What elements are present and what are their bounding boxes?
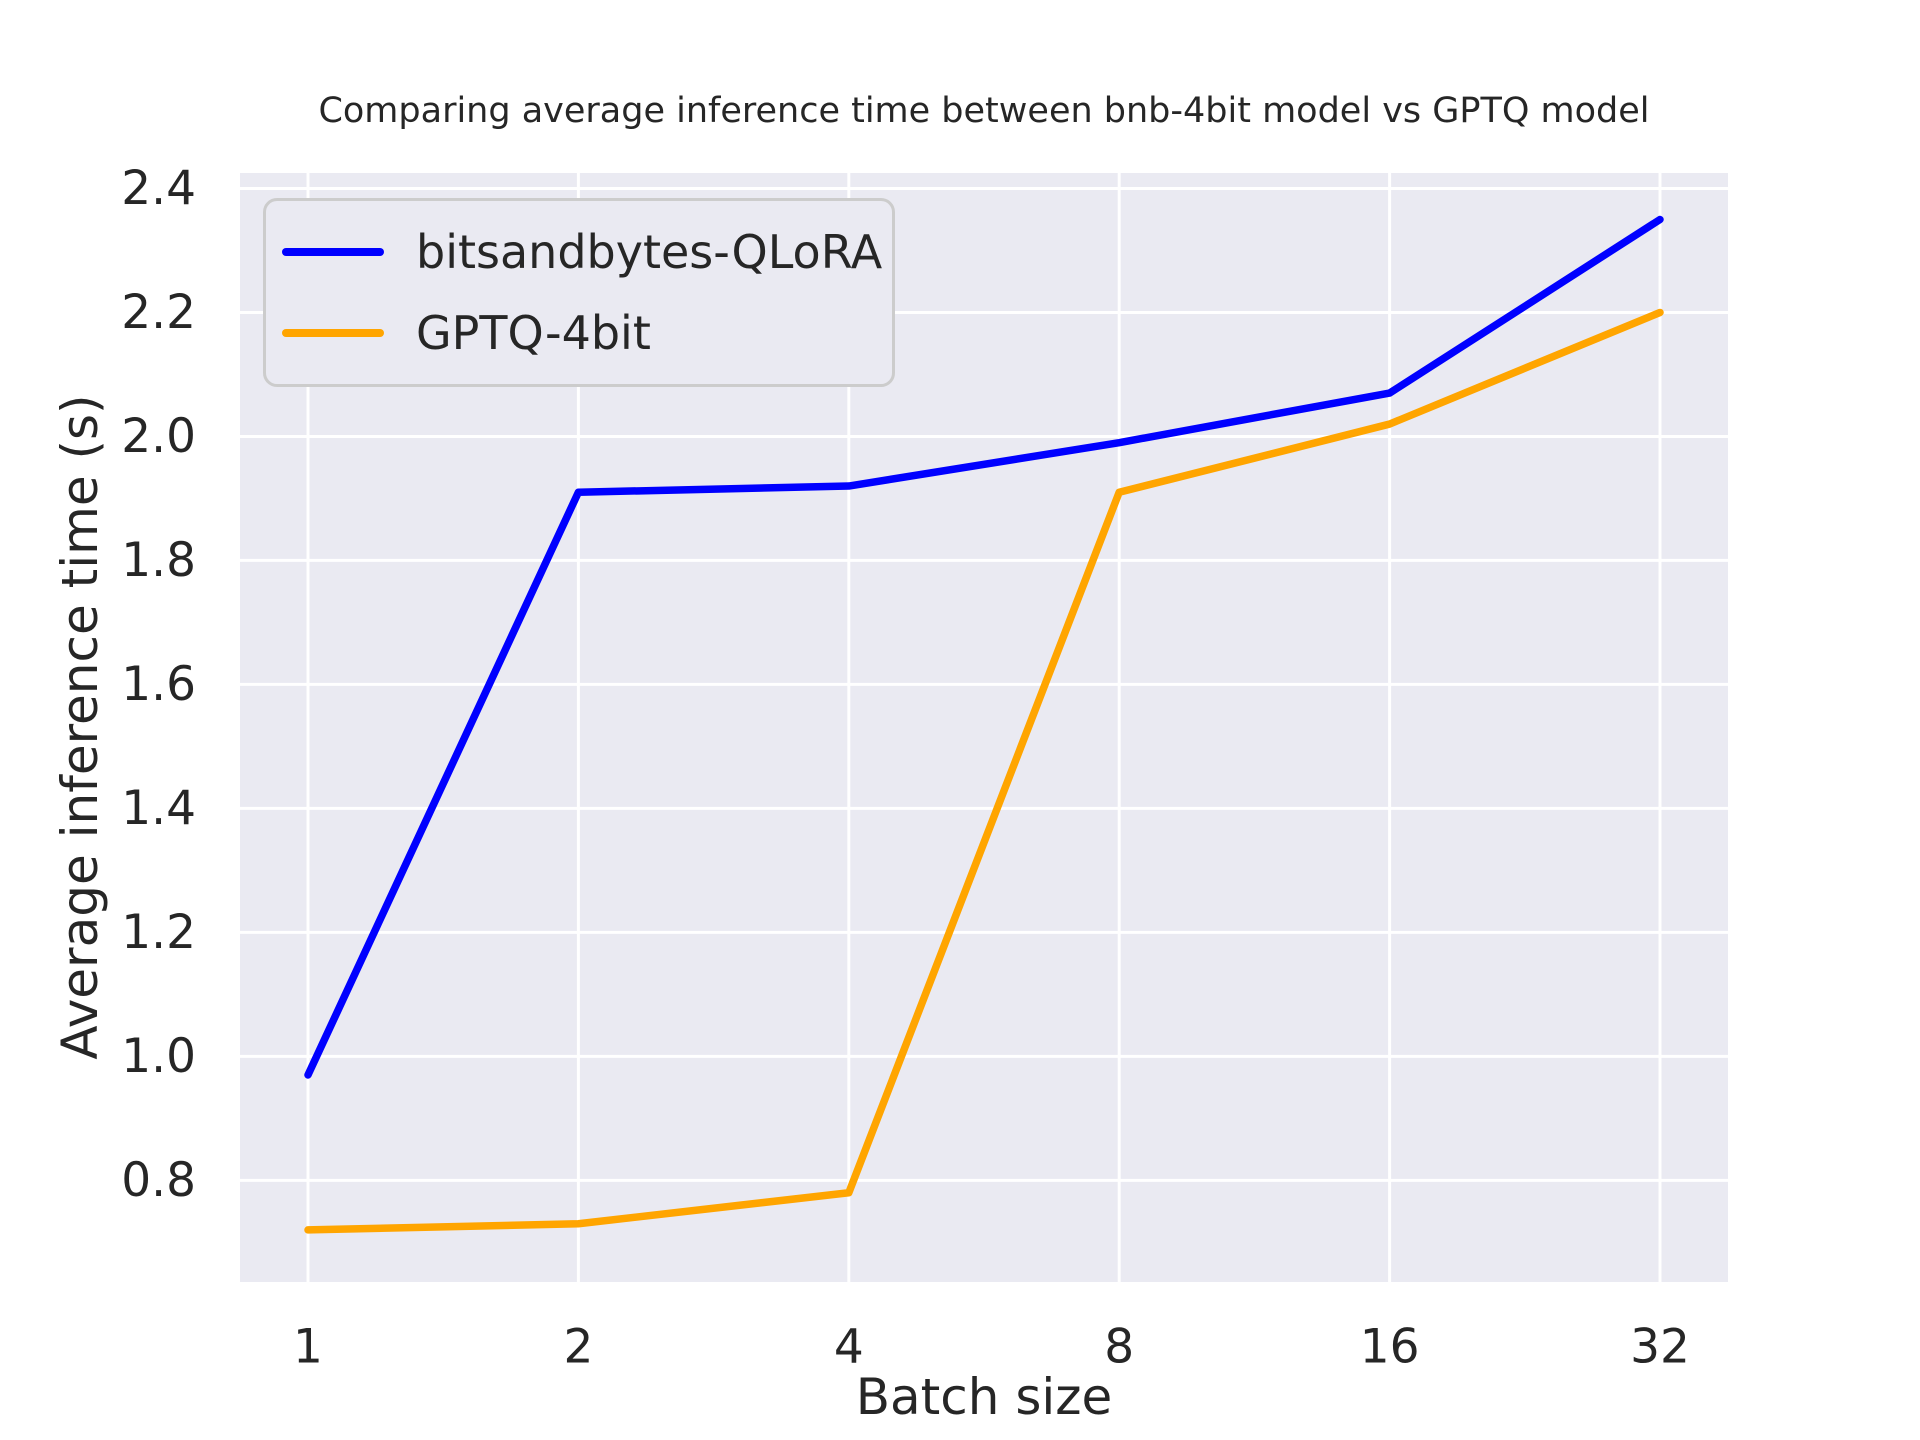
- legend-item-label: GPTQ-4bit: [416, 306, 651, 361]
- series-line-gptq-4bit: [304, 308, 1664, 1234]
- legend: bitsandbytes-QLoRA GPTQ-4bit: [263, 198, 895, 387]
- y-tick-label: 1.2: [121, 905, 196, 960]
- legend-item: bitsandbytes-QLoRA: [266, 225, 892, 279]
- y-tick-label: 2.0: [121, 409, 196, 464]
- legend-line-swatch: [282, 247, 384, 256]
- y-axis-label: Average inference time (s): [51, 394, 109, 1060]
- y-tick-label: 1.8: [121, 533, 196, 588]
- chart-title: Comparing average inference time between…: [318, 91, 1650, 131]
- x-tick-label: 1: [293, 1319, 323, 1374]
- y-tick-label: 0.8: [121, 1153, 196, 1208]
- x-tick-label: 16: [1360, 1319, 1420, 1374]
- x-tick-label: 4: [834, 1319, 864, 1374]
- x-tick-label: 32: [1630, 1319, 1690, 1374]
- x-tick-label: 2: [563, 1319, 593, 1374]
- series-line-bitsandbytes-qlora: [304, 215, 1664, 1079]
- y-tick-label: 1.0: [121, 1029, 196, 1084]
- y-tick-label: 2.4: [121, 161, 196, 216]
- legend-item: GPTQ-4bit: [266, 306, 892, 360]
- y-tick-label: 2.2: [121, 285, 196, 340]
- x-tick-label: 8: [1104, 1319, 1134, 1374]
- x-axis-label: Batch size: [855, 1368, 1113, 1426]
- legend-line-swatch: [282, 329, 384, 338]
- legend-item-label: bitsandbytes-QLoRA: [416, 224, 883, 279]
- y-tick-label: 1.6: [121, 657, 196, 712]
- y-tick-label: 1.4: [121, 781, 196, 836]
